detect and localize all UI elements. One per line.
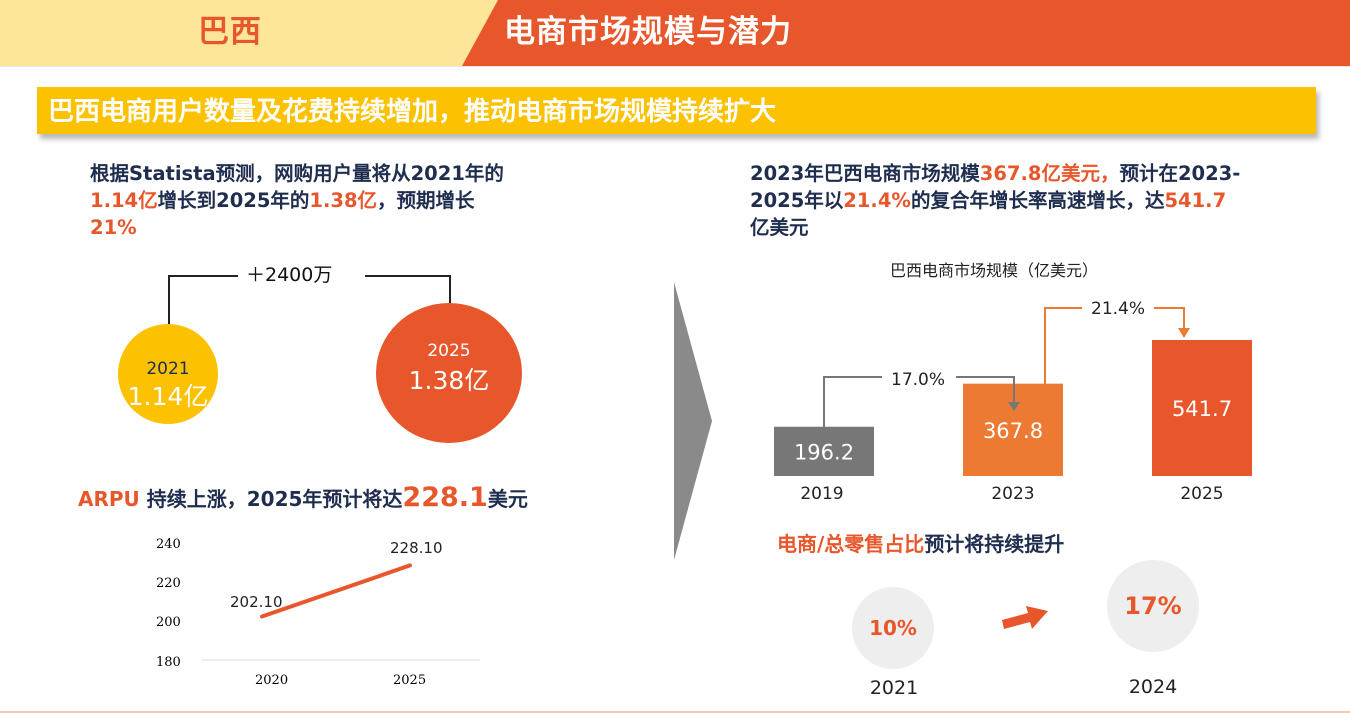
arpu-heading-mid: 持续上涨，2025年预计将达: [139, 487, 403, 511]
users-2021-value: 1.14亿: [90, 189, 158, 212]
users-2021-year: 2021: [146, 359, 190, 379]
market-forecast-text: 2023年巴西电商市场规模367.8亿美元，预计在2023- 2025年以21.…: [750, 160, 1330, 241]
bar-value-2025: 541.7: [1172, 397, 1232, 421]
market-cagr-value: 21.4%: [843, 189, 911, 212]
market-chart-title: 巴西电商市场规模（亿美元）: [890, 261, 1099, 280]
connector-right-line: [365, 275, 451, 312]
bar-2025: [1152, 340, 1252, 476]
users-2021-circle: 2021 1.14亿: [118, 324, 218, 424]
users-forecast-line2: 1.14亿增长到2025年的1.38亿，预期增长: [90, 187, 570, 214]
headline-banner-text: 巴西电商用户数量及花费持续增加，推动电商市场规模持续扩大: [48, 97, 777, 127]
divider-arrow-shape: [674, 282, 712, 560]
market-text-part4: 的复合年增长率高速增长，达: [910, 189, 1165, 212]
retail-growth-arrow-shape: [1002, 606, 1048, 629]
market-text-part5: 亿美元: [750, 216, 809, 239]
header-divider: [0, 66, 1350, 67]
growth-label-21-4: 21.4%: [1091, 299, 1145, 319]
growth-arrow-2023-2025-right: [1154, 307, 1185, 332]
arpu-ytick-180: 180: [156, 655, 181, 670]
market-text-part1: 2023年巴西电商市场规模: [750, 162, 980, 185]
section-divider-arrow: [674, 282, 712, 560]
growth-arrow-2019-2023-right: [956, 376, 1015, 406]
users-forecast-mid: 增长到2025年的: [157, 189, 310, 212]
headline-banner: [37, 87, 1316, 134]
bar-xlabel-2025: 2025: [1180, 484, 1223, 504]
bar-xlabel-2019: 2019: [800, 484, 843, 504]
arpu-lead: ARPU: [78, 487, 140, 511]
page-title: 电商市场规模与潜力: [504, 14, 792, 50]
users-2025-value: 1.38亿: [309, 189, 378, 212]
retail-share-2024-year: 2024: [1128, 676, 1178, 698]
retail-share-heading-highlight: 电商/总零售占比: [777, 532, 925, 556]
market-forecast-line2: 2025年以21.4%的复合年增长率高速增长，达541.7: [750, 187, 1330, 214]
users-growth-percent: 21%: [90, 216, 137, 239]
retail-share-2021-circle: 10%: [852, 587, 934, 669]
arpu-ytick-200: 200: [156, 615, 181, 630]
users-forecast-line1: 根据Statista预测，网购用户量将从2021年的: [90, 162, 504, 185]
growth-label-17: 17.0%: [891, 370, 945, 390]
arpu-ytick-220: 220: [156, 576, 181, 591]
arpu-series-line: [260, 563, 412, 619]
bar-xlabel-2023: 2023: [991, 484, 1034, 504]
header-left-panel: [0, 0, 500, 66]
growth-arrowhead-2023: [1008, 402, 1020, 411]
arpu-xtick-2025: 2025: [393, 673, 426, 688]
market-forecast-line1: 2023年巴西电商市场规模367.8亿美元，预计在2023-: [750, 160, 1330, 187]
users-2025-amount: 1.38亿: [408, 366, 490, 395]
retail-share-2021-value: 10%: [869, 616, 917, 640]
country-title: 巴西: [198, 14, 262, 50]
arpu-data-label-2020: 202.10: [230, 593, 283, 611]
market-text-part3: 2025年以: [750, 189, 844, 212]
growth-arrow-2019-2023-left: [823, 376, 882, 433]
retail-share-2024-value: 17%: [1124, 592, 1182, 620]
retail-share-heading: 电商/总零售占比预计将持续提升: [777, 528, 1064, 557]
header-right-panel: [462, 0, 1350, 66]
users-2021-amount: 1.14亿: [127, 382, 209, 411]
bar-2019: [774, 426, 874, 476]
arpu-value: 228.1: [402, 482, 488, 513]
growth-arrow-2023-2025-left: [1044, 307, 1082, 410]
arpu-xtick-2020: 2020: [255, 673, 288, 688]
users-forecast-end: ，预期增长: [377, 189, 475, 212]
bar-value-2023: 367.8: [983, 419, 1043, 443]
bar-value-2019: 196.2: [794, 440, 854, 464]
footer-divider: [0, 711, 1350, 713]
growth-arrowhead-2025: [1178, 328, 1190, 338]
users-forecast-text: 根据Statista预测，网购用户量将从2021年的 1.14亿增长到2025年…: [90, 160, 570, 241]
retail-share-2024-circle: 17%: [1107, 560, 1199, 652]
arpu-line-chart: 240 220 200 180 2020 2025 202.10 228.10: [156, 537, 480, 688]
market-2023-value: 367.8亿美元，: [979, 162, 1120, 185]
market-bar-chart: 196.2 367.8 541.7 2019 2023 2025 17.0% 2…: [774, 299, 1252, 504]
increase-label: ＋2400万: [246, 264, 333, 286]
users-2025-year: 2025: [427, 341, 471, 361]
market-text-part2: 预计在2023-: [1119, 162, 1241, 185]
arpu-data-label-2025: 228.10: [390, 539, 443, 557]
arpu-heading: ARPU 持续上涨，2025年预计将达228.1美元: [78, 482, 528, 513]
arpu-unit: 美元: [487, 487, 528, 511]
retail-share-2021-year: 2021: [869, 677, 919, 699]
users-2025-circle: 2025 1.38亿: [376, 303, 522, 443]
retail-growth-arrow-icon: [1002, 606, 1048, 629]
retail-share-heading-rest: 预计将持续提升: [924, 532, 1065, 556]
arpu-ytick-240: 240: [156, 537, 181, 552]
market-2025-value: 541.7: [1164, 189, 1227, 212]
